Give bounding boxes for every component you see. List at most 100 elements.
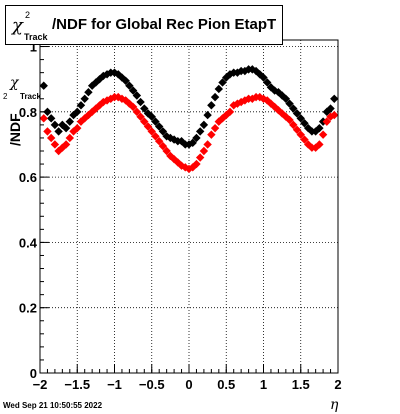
- series-1-point-68: [292, 109, 302, 118]
- series-2-point-76: [322, 117, 332, 126]
- y-axis-label-symbol: χ: [10, 75, 19, 91]
- series-2-point-27: [140, 117, 149, 126]
- series-2-point-43: [199, 146, 209, 156]
- series-1: [39, 65, 339, 149]
- series-2-point-74: [315, 140, 324, 149]
- series-1-point-15: [95, 74, 104, 84]
- series-1-point-12: [84, 88, 93, 97]
- x-tick-label-6: 1: [260, 377, 267, 392]
- x-tick-label-7: 1.5: [292, 377, 310, 392]
- series-2-point-4: [54, 146, 63, 156]
- series-2-point-16: [99, 97, 108, 107]
- y-tick-label-3: 0.6: [19, 170, 37, 185]
- chart-title: χ 2 Track /NDF for Global Rec Pion EtapT: [5, 5, 283, 45]
- title-text: /NDF for Global Rec Pion EtapT: [52, 16, 277, 33]
- y-tick-label-5: 1: [30, 40, 37, 55]
- y-tick-label-1: 0.2: [19, 301, 37, 316]
- series-2-point-26: [136, 112, 145, 121]
- series-1-point-48: [218, 78, 227, 87]
- series-1-point-5: [58, 120, 67, 130]
- series-1-point-78: [330, 94, 339, 103]
- series-2-point-54: [240, 96, 250, 105]
- series-1-point-65: [281, 94, 291, 103]
- series-2-point-0: [39, 114, 48, 123]
- series-1-point-69: [296, 114, 305, 123]
- y-axis-label-main: /NDF: [7, 113, 23, 146]
- series-2-point-44: [203, 140, 212, 149]
- series-2-point-1: [43, 127, 52, 136]
- series-1-point-6: [61, 123, 71, 133]
- grid-lines: [40, 40, 338, 373]
- y-tick-label-4: 0.8: [19, 105, 37, 120]
- series-1-point-21: [117, 73, 127, 82]
- series-1-point-3: [50, 120, 60, 130]
- y-axis-label-subscript: Track: [20, 92, 41, 101]
- series-1-point-45: [207, 101, 216, 110]
- series-1-point-24: [128, 86, 138, 95]
- series-1-point-2: [46, 114, 56, 123]
- series-1-point-41: [192, 133, 201, 143]
- plot-frame: [39, 39, 339, 374]
- title-superscript: 2: [25, 10, 31, 20]
- series-2-point-48: [218, 114, 227, 123]
- series-1-point-23: [125, 81, 134, 90]
- series-2-point-29: [147, 127, 156, 136]
- series-2-point-9: [73, 123, 82, 133]
- x-tick-label-3: −0.5: [139, 377, 165, 392]
- series-1-point-28: [143, 109, 153, 118]
- series-2-point-70: [300, 135, 309, 144]
- series-1-point-20: [114, 70, 123, 79]
- series-2-point-22: [121, 96, 130, 105]
- series-2-point-24: [128, 102, 138, 112]
- series-1-point-19: [110, 68, 119, 77]
- series-1-point-42: [195, 127, 205, 136]
- series-2-point-78: [330, 110, 339, 120]
- timestamp-footer: Wed Sep 21 10:50:55 2022: [3, 401, 103, 410]
- series-2-point-62: [270, 102, 279, 112]
- title-symbol: χ: [12, 15, 23, 36]
- series-2-point-21: [117, 94, 127, 103]
- series-2-point-69: [296, 130, 305, 139]
- series-2-point-64: [277, 109, 287, 118]
- series-2-point-68: [292, 125, 302, 134]
- series-2-point-49: [222, 110, 231, 120]
- series-2-point-3: [50, 140, 60, 149]
- series-2-point-41: [192, 159, 201, 169]
- series-2-point-73: [311, 143, 320, 152]
- series-1-point-46: [210, 92, 220, 102]
- series-2-point-50: [225, 107, 235, 117]
- series-1-point-11: [80, 94, 89, 103]
- y-axis-ticks: 0 0.2 0.4 0.6 0.8 1: [19, 40, 49, 381]
- series-1-point-4: [54, 127, 63, 136]
- x-tick-label-4: 0: [185, 377, 192, 392]
- series-2-point-6: [61, 140, 71, 149]
- series-1-point-27: [140, 104, 149, 113]
- series-1-point-60: [263, 78, 272, 87]
- series-2-point-11: [80, 114, 89, 123]
- series-1-point-67: [289, 104, 298, 113]
- series-1-point-25: [132, 91, 142, 100]
- x-tick-label-8: 2: [334, 377, 341, 392]
- series-1-point-31: [155, 122, 164, 131]
- series-1-point-14: [91, 78, 101, 87]
- series-2-point-10: [76, 117, 86, 126]
- x-tick-label-1: −1.5: [64, 377, 90, 392]
- series-1-point-30: [151, 117, 160, 126]
- series-2-point-18: [106, 94, 115, 103]
- series-1-point-47: [214, 84, 223, 94]
- series-1-point-70: [300, 119, 309, 128]
- series-2-point-33: [162, 146, 171, 156]
- series-1-point-22: [121, 76, 130, 86]
- title-subscript: Track: [24, 32, 48, 42]
- series-1-point-43: [199, 120, 209, 130]
- series-1-point-29: [147, 112, 156, 121]
- series-1-point-63: [274, 88, 283, 97]
- series-2-point-15: [95, 101, 104, 110]
- series-1-point-74: [315, 123, 324, 133]
- series-1-point-49: [222, 73, 231, 82]
- series-2-point-67: [289, 120, 298, 130]
- series-1-point-59: [259, 73, 268, 82]
- series-1-point-32: [158, 127, 168, 136]
- series-2-point-20: [114, 92, 123, 102]
